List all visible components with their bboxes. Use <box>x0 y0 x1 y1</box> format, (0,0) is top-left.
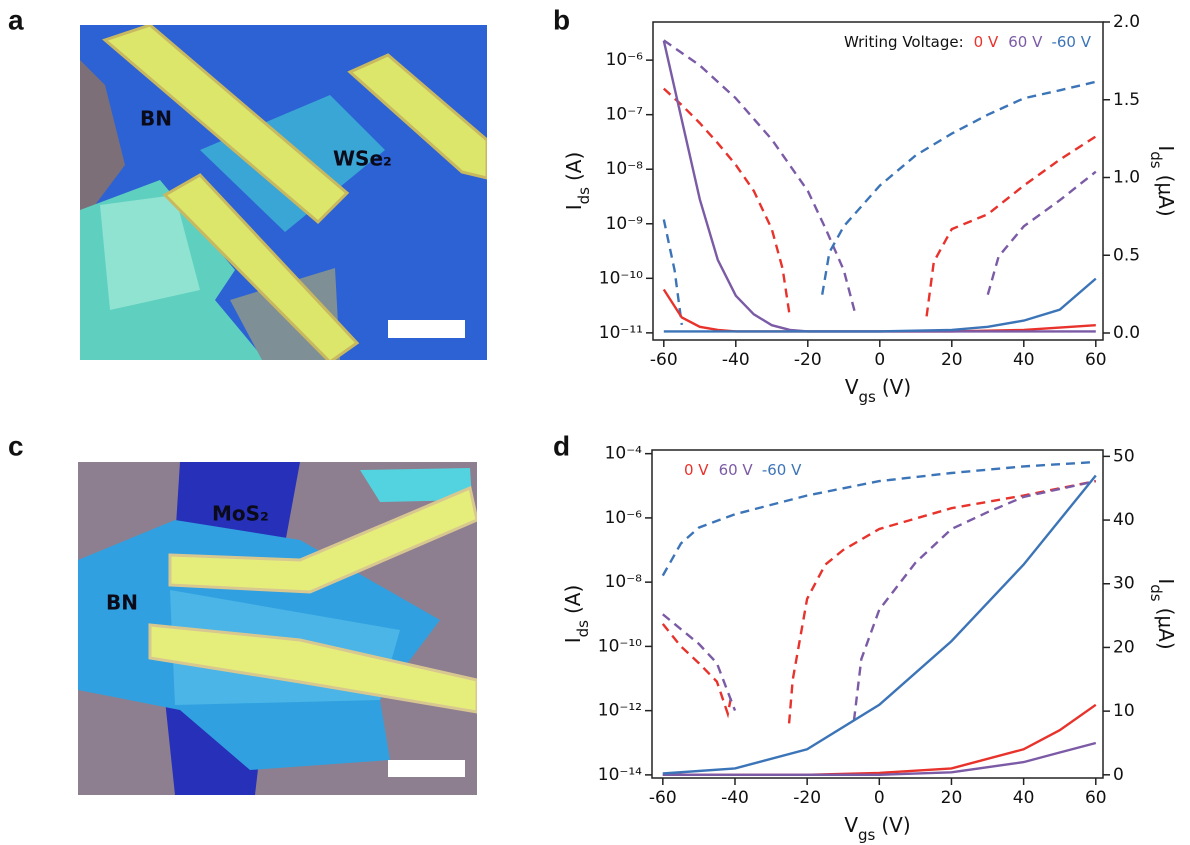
axis-title: Ids (μA) <box>1148 145 1179 216</box>
axis-title-main: V <box>844 813 858 837</box>
axis-title-main: V <box>845 375 859 399</box>
y2-tick-label: 1.5 <box>1113 90 1140 110</box>
legend-entry: -60 V <box>1051 33 1091 51</box>
y-tick-label: 10⁻¹² <box>598 701 642 721</box>
legend-entry: 60 V <box>719 461 754 479</box>
dashed-line <box>662 479 1097 721</box>
y2-tick-label: 50 <box>1113 446 1135 466</box>
micrograph-c: MoS₂ BN <box>78 462 477 795</box>
panel-label: d <box>553 430 570 461</box>
y-tick-label: 10⁻⁴ <box>605 444 643 464</box>
solid-line <box>662 288 1096 333</box>
image-label: BN <box>140 107 172 131</box>
y2-tick-label: 0 <box>1113 765 1124 785</box>
y-tick-label: 10⁻⁶ <box>605 508 643 528</box>
plot-frame <box>651 449 1104 779</box>
axis-title: Vgs (V) <box>844 813 910 844</box>
axis-title-sub: gs <box>859 388 877 406</box>
solid-line <box>663 277 1097 333</box>
x-tick-label: -40 <box>721 788 749 808</box>
dashed-line <box>661 479 1097 724</box>
x-tick-label: 0 <box>874 350 885 370</box>
plot-frame <box>652 21 1104 341</box>
y-tick-label: 10⁻⁶ <box>606 50 644 70</box>
axis-title-sub: gs <box>858 826 876 844</box>
y-tick-label: 10⁻⁹ <box>606 214 644 234</box>
axis-title: Ids (A) <box>562 152 593 211</box>
axis-title-unit: (V) <box>881 813 910 837</box>
legend: 0 V 60 V -60 V <box>684 461 802 479</box>
y2-tick-label: 1.0 <box>1113 168 1140 188</box>
axis-title: Ids (A) <box>561 585 592 644</box>
y-tick-label: 10⁻⁷ <box>606 105 644 125</box>
x-tick-label: 40 <box>1013 350 1035 370</box>
y-tick-label: 10⁻¹¹ <box>599 323 643 343</box>
axis-title-unit: (V) <box>882 375 911 399</box>
axis-title-sub: ds <box>1148 151 1166 169</box>
legend: Writing Voltage: 0 V 60 V -60 V <box>844 33 1092 51</box>
y-tick-label: 10⁻⁸ <box>605 572 643 592</box>
axis-title-main: I <box>1155 578 1179 584</box>
legend-title: Writing Voltage: <box>844 33 964 51</box>
y-tick-label: 10⁻¹⁴ <box>598 765 642 785</box>
legend-entry: 0 V <box>684 461 709 479</box>
image-label: MoS₂ <box>212 502 269 526</box>
micrograph-a: BN WSe₂ <box>80 25 487 360</box>
panel-label: a <box>8 4 24 35</box>
image-label: BN <box>106 591 138 615</box>
axis-title-sub: ds <box>1148 584 1166 602</box>
axis-title-main: I <box>562 204 586 210</box>
x-tick-label: 20 <box>941 788 963 808</box>
y-tick-label: 10⁻⁸ <box>606 159 644 179</box>
panel-label: c <box>8 430 24 461</box>
x-tick-label: 60 <box>1085 788 1107 808</box>
legend-entry: 60 V <box>1008 33 1043 51</box>
x-tick-label: 60 <box>1085 350 1107 370</box>
axis-title: Ids (μA) <box>1148 578 1179 649</box>
x-tick-label: -20 <box>794 350 822 370</box>
axis-title-unit: (μA) <box>1155 608 1179 650</box>
y-tick-label: 10⁻¹⁰ <box>598 636 642 656</box>
y2-tick-label: 40 <box>1113 510 1135 530</box>
dashed-line <box>661 460 1096 577</box>
solid-line <box>662 741 1097 776</box>
y2-tick-label: 0.5 <box>1113 245 1140 265</box>
y2-tick-label: 30 <box>1113 574 1135 594</box>
y2-tick-label: 2.0 <box>1113 12 1140 32</box>
axis-title-main: I <box>1155 145 1179 151</box>
y2-tick-label: 0.0 <box>1113 323 1140 343</box>
axis-title-unit: (A) <box>562 152 586 181</box>
solid-line <box>662 474 1097 775</box>
x-tick-label: -40 <box>722 350 750 370</box>
x-tick-label: -60 <box>650 350 678 370</box>
y-tick-label: 10⁻¹⁰ <box>599 268 643 288</box>
y2-tick-label: 20 <box>1113 637 1135 657</box>
axis-title-unit: (μA) <box>1155 175 1179 217</box>
legend-entry: 0 V <box>974 33 999 51</box>
dashed-line <box>663 39 1097 312</box>
dashed-line <box>662 80 1097 326</box>
dashed-line <box>662 87 1097 317</box>
x-tick-label: -20 <box>793 788 821 808</box>
y2-tick-label: 10 <box>1113 701 1135 721</box>
axis-title-main: I <box>561 637 585 643</box>
x-tick-label: 40 <box>1013 788 1035 808</box>
axis-title-unit: (A) <box>561 585 585 614</box>
axis-title-sub: ds <box>575 187 593 205</box>
panel-label: b <box>553 4 570 35</box>
x-tick-label: 20 <box>941 350 963 370</box>
image-label: WSe₂ <box>333 147 392 171</box>
solid-line <box>662 40 1096 333</box>
axis-title: Vgs (V) <box>845 375 911 406</box>
x-tick-label: 0 <box>874 788 885 808</box>
x-tick-label: -60 <box>649 788 677 808</box>
legend-entry: -60 V <box>762 461 802 479</box>
axis-title-sub: ds <box>574 620 592 638</box>
